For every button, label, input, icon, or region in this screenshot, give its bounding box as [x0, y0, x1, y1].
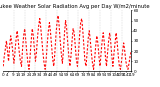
Title: Milwaukee Weather Solar Radiation Avg per Day W/m2/minute: Milwaukee Weather Solar Radiation Avg pe… [0, 4, 150, 9]
